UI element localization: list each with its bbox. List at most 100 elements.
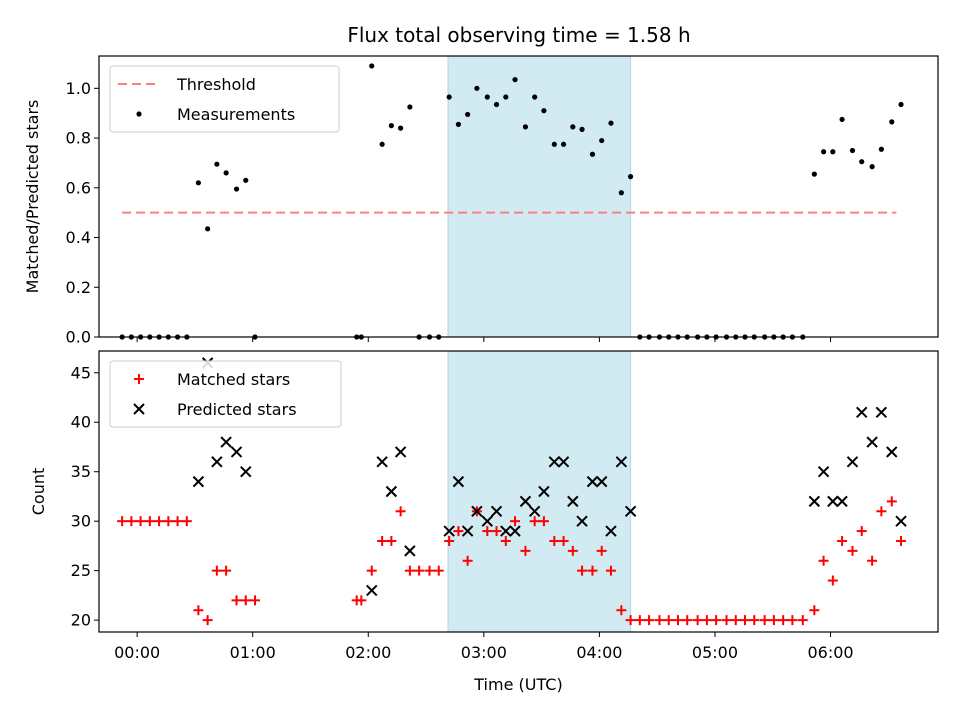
matched-star-point	[787, 615, 798, 626]
measurement-point	[627, 174, 634, 180]
predicted-mark-b	[394, 446, 407, 458]
predicted-mark-b	[490, 505, 503, 517]
matched-star-point	[231, 595, 242, 606]
matched-star-point	[154, 516, 165, 527]
matched-star-point	[847, 545, 858, 556]
measurement-point	[599, 137, 605, 144]
matched-star-point	[500, 535, 511, 546]
measurement-point	[811, 171, 817, 177]
matched-star-point	[491, 526, 502, 537]
measurement-point	[889, 119, 895, 125]
y-axis-label: Count	[29, 468, 48, 516]
measurement-point	[455, 121, 462, 127]
predicted-mark-b	[856, 406, 868, 419]
matched-star-point	[567, 545, 578, 556]
predicted-mark-b	[500, 525, 512, 537]
measurement-point	[820, 149, 827, 155]
legend-box	[109, 360, 342, 428]
matched-star-point	[797, 615, 808, 626]
measurement-point	[223, 170, 229, 176]
legend-measurement-swatch	[136, 111, 142, 117]
predicted-star-point	[895, 515, 907, 527]
predicted-mark-b	[528, 505, 541, 517]
predicted-mark-b	[385, 485, 398, 498]
predicted-star-point	[481, 515, 494, 527]
predicted-star-point	[846, 456, 859, 468]
measurement-point	[570, 124, 576, 130]
measurement-point	[532, 94, 538, 100]
matched-star-point	[749, 615, 760, 626]
measurement-point	[878, 146, 884, 152]
legend: Matched stars Predicted stars	[109, 360, 342, 428]
predicted-star-point	[827, 495, 839, 508]
chart-title: Flux total observing time = 1.58 h	[347, 23, 690, 47]
matched-star-point	[837, 535, 848, 546]
predicted-star-point	[404, 545, 416, 557]
y-tick-label: 0.8	[66, 129, 91, 148]
measurement-point	[398, 125, 404, 131]
predicted-mark-b	[846, 456, 859, 468]
axes-frame	[98, 55, 939, 338]
matched-star-point	[867, 555, 878, 566]
y-tick-label: 25	[71, 561, 91, 580]
y-tick-label: 45	[71, 363, 91, 382]
measurement-point	[589, 151, 596, 157]
matched-star-point	[529, 516, 540, 527]
measurement-point	[503, 94, 509, 100]
legend-label: Measurements	[177, 105, 295, 124]
predicted-mark-b	[481, 515, 494, 527]
measurement-point	[839, 116, 845, 123]
matched-star-point	[386, 535, 397, 546]
predicted-mark-b	[230, 446, 243, 458]
matched-star-point	[896, 535, 907, 546]
matched-star-point	[644, 615, 655, 626]
y-axis-label: Matched/Predicted stars	[23, 100, 42, 294]
measurement-point	[512, 77, 518, 83]
matched-star-point	[587, 565, 598, 576]
predicted-mark-b	[461, 525, 474, 537]
matched-star-point	[558, 535, 569, 546]
matched-star-point	[856, 526, 867, 537]
measurement-point	[869, 164, 875, 170]
predicted-mark-b	[886, 446, 898, 458]
predicted-star-point	[220, 436, 232, 448]
x-tick-label: 05:00	[692, 643, 738, 662]
predicted-mark-b	[605, 525, 617, 537]
legend-box	[109, 65, 340, 133]
predicted-mark-b	[624, 505, 637, 517]
observing-window-band	[447, 55, 632, 338]
matched-star-point	[809, 605, 820, 616]
predicted-mark-b	[875, 406, 888, 419]
predicted-mark-b	[404, 545, 416, 557]
matched-star-point	[778, 615, 789, 626]
matched-star-point	[510, 516, 521, 527]
measurement-point	[522, 124, 529, 130]
matched-star-point	[768, 615, 779, 626]
measurement-point	[388, 123, 394, 129]
measurement-point	[379, 141, 385, 147]
matched-star-point	[730, 615, 741, 626]
predicted-star-point	[471, 505, 483, 517]
y-tick-label: 30	[71, 512, 91, 531]
matched-star-point	[740, 615, 751, 626]
predicted-star-point	[836, 495, 848, 508]
x-tick-label: 02:00	[345, 643, 391, 662]
predicted-mark-b	[376, 456, 388, 468]
measurement-point	[560, 141, 567, 147]
axes-frame	[98, 350, 939, 633]
matched-star-point	[462, 555, 473, 566]
x-tick-label: 06:00	[807, 643, 853, 662]
matched-star-point	[404, 565, 415, 576]
matched-star-point	[654, 615, 665, 626]
legend-predicted-swatch-b	[133, 403, 145, 415]
measurement-point	[233, 186, 240, 192]
matched-star-point	[117, 516, 128, 527]
matched-star-point	[366, 565, 377, 576]
matched-star-point	[605, 565, 616, 576]
matched-star-point	[414, 565, 425, 576]
legend-label: Predicted stars	[177, 400, 297, 419]
predicted-star-point	[548, 456, 561, 468]
predicted-mark-b	[817, 466, 830, 478]
matched-star-point	[356, 595, 367, 606]
matched-star-point	[538, 516, 549, 527]
